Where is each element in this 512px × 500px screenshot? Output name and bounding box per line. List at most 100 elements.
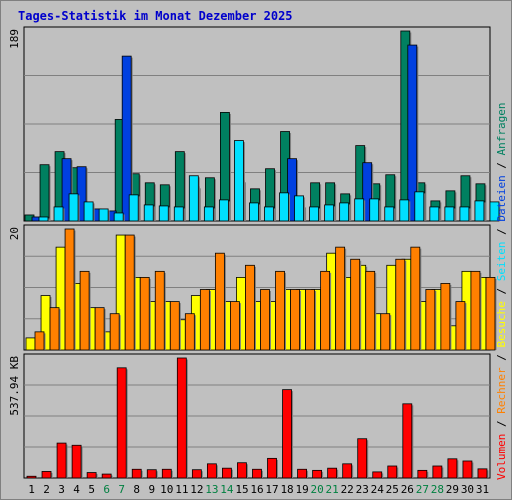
bar-seiten-day-27 xyxy=(429,206,440,222)
bar-rechner-day-15 xyxy=(245,264,255,351)
bar-volumen-day-10 xyxy=(161,468,172,479)
chart-title: Tages-Statistik im Monat Dezember 2025 xyxy=(18,9,293,23)
bar-volumen-day-24 xyxy=(372,471,383,479)
bar-rechner-day-28 xyxy=(440,283,451,351)
bar-volumen-day-1 xyxy=(26,475,37,479)
bar-seiten-day-18 xyxy=(294,195,304,222)
panel-hits: 189 xyxy=(8,26,501,222)
bar-rechner-day-26 xyxy=(410,246,421,351)
bar-volumen-day-28 xyxy=(432,465,443,479)
bar-volumen-day-30 xyxy=(462,460,473,479)
bar-seiten-day-20 xyxy=(324,204,335,222)
bar-volumen-day-21 xyxy=(327,467,338,479)
day-label-14: 14 xyxy=(220,483,234,496)
legend-rechner: Rechner xyxy=(495,367,508,414)
bar-rechner-day-25 xyxy=(395,258,406,351)
day-label-5: 5 xyxy=(88,483,95,496)
day-label-18: 18 xyxy=(280,483,293,496)
bar-rechner-day-23 xyxy=(365,270,376,351)
bar-rechner-day-20 xyxy=(320,270,331,351)
day-label-15: 15 xyxy=(235,483,248,496)
legend-separator: / xyxy=(495,222,508,242)
bar-volumen-day-12 xyxy=(191,469,202,479)
day-label-9: 9 xyxy=(148,483,155,496)
bar-rechner-day-14 xyxy=(230,301,240,351)
bar-seiten-day-9 xyxy=(158,205,169,222)
bar-rechner-day-9 xyxy=(154,270,165,351)
bar-seiten-day-15 xyxy=(249,202,259,222)
bar-rechner-day-11 xyxy=(184,313,195,351)
bar-seiten-day-28 xyxy=(444,206,455,222)
day-label-31: 31 xyxy=(476,483,489,496)
bar-volumen-day-25 xyxy=(387,465,398,479)
bar-besuche-day-1 xyxy=(25,337,36,351)
bar-seiten-day-26 xyxy=(414,191,425,222)
bar-rechner-day-7 xyxy=(124,234,135,351)
day-label-12: 12 xyxy=(190,483,203,496)
day-label-17: 17 xyxy=(265,483,278,496)
bar-volumen-day-31 xyxy=(477,468,488,479)
day-label-27: 27 xyxy=(416,483,429,496)
bar-seiten-day-14 xyxy=(234,140,244,222)
bar-rechner-day-2 xyxy=(49,307,60,351)
bar-rechner-day-19 xyxy=(305,289,315,351)
bar-volumen-day-3 xyxy=(56,442,67,479)
legend-besuche: Besuche xyxy=(495,301,508,347)
bar-seiten-day-22 xyxy=(354,198,365,222)
bar-seiten-day-5 xyxy=(98,208,109,222)
bar-seiten-day-19 xyxy=(309,206,319,222)
bar-seiten-day-3 xyxy=(68,193,79,222)
legend-separator: / xyxy=(495,155,508,175)
bar-rechner-day-3 xyxy=(64,228,75,351)
bar-dateien-day-23 xyxy=(362,162,373,222)
legend-volumen: Volumen xyxy=(495,434,508,480)
legend-separator: / xyxy=(495,414,508,434)
bar-rechner-day-18 xyxy=(290,289,300,351)
bar-volumen-day-29 xyxy=(447,458,458,479)
day-label-26: 26 xyxy=(401,483,414,496)
bar-seiten-day-13 xyxy=(218,199,229,222)
legend-anfragen: Anfragen xyxy=(495,102,508,155)
bar-rechner-day-16 xyxy=(260,289,270,351)
day-label-10: 10 xyxy=(160,483,173,496)
bar-volumen-day-14 xyxy=(222,467,232,479)
bar-volumen-day-16 xyxy=(252,468,262,479)
bar-rechner-day-8 xyxy=(139,276,150,351)
bar-seiten-day-23 xyxy=(369,198,380,222)
day-label-11: 11 xyxy=(175,483,188,496)
bar-seiten-day-21 xyxy=(339,202,350,222)
bar-seiten-day-8 xyxy=(143,204,154,222)
bar-volumen-day-17 xyxy=(267,457,277,479)
x-axis-day-labels: 1 2 3 4 5 6 7 8 9 10 11 12 13 14 15 16 17 18 19 20 21 22 23 24 2… xyxy=(28,483,489,496)
bar-volumen-day-23 xyxy=(357,438,368,479)
bar-volumen-day-26 xyxy=(402,403,413,479)
day-label-24: 24 xyxy=(371,483,385,496)
panel-volume-max-label: 537.94 KB xyxy=(8,356,21,416)
bar-seiten-day-17 xyxy=(279,192,289,222)
legend-separator: / xyxy=(495,348,508,368)
bar-seiten-day-7 xyxy=(128,194,139,222)
legend-seiten: Seiten xyxy=(495,242,508,282)
panel-visits: 20 xyxy=(8,224,497,351)
day-label-30: 30 xyxy=(461,483,474,496)
bar-rechner-day-6 xyxy=(109,313,120,351)
day-label-19: 19 xyxy=(295,483,308,496)
day-label-8: 8 xyxy=(133,483,140,496)
panel-volume: 537.94 KB xyxy=(8,353,491,479)
bar-volumen-day-18 xyxy=(282,389,292,479)
panels-layer: 189 20 537.94 KB xyxy=(8,26,501,479)
bar-rechner-day-30 xyxy=(470,270,481,351)
bar-rechner-day-21 xyxy=(335,246,346,351)
bar-dateien-day-3 xyxy=(61,158,72,222)
day-label-4: 4 xyxy=(73,483,80,496)
day-label-6: 6 xyxy=(103,483,110,496)
bar-volumen-day-19 xyxy=(297,468,307,479)
bar-volumen-day-9 xyxy=(146,469,157,479)
bar-rechner-day-13 xyxy=(214,252,225,351)
legend-right: Volumen / Rechner / Besuche / Seiten / D… xyxy=(495,102,508,480)
bar-rechner-day-10 xyxy=(169,301,180,351)
bar-dateien-day-7 xyxy=(121,55,132,222)
bar-seiten-day-29 xyxy=(459,206,470,222)
day-label-7: 7 xyxy=(118,483,125,496)
